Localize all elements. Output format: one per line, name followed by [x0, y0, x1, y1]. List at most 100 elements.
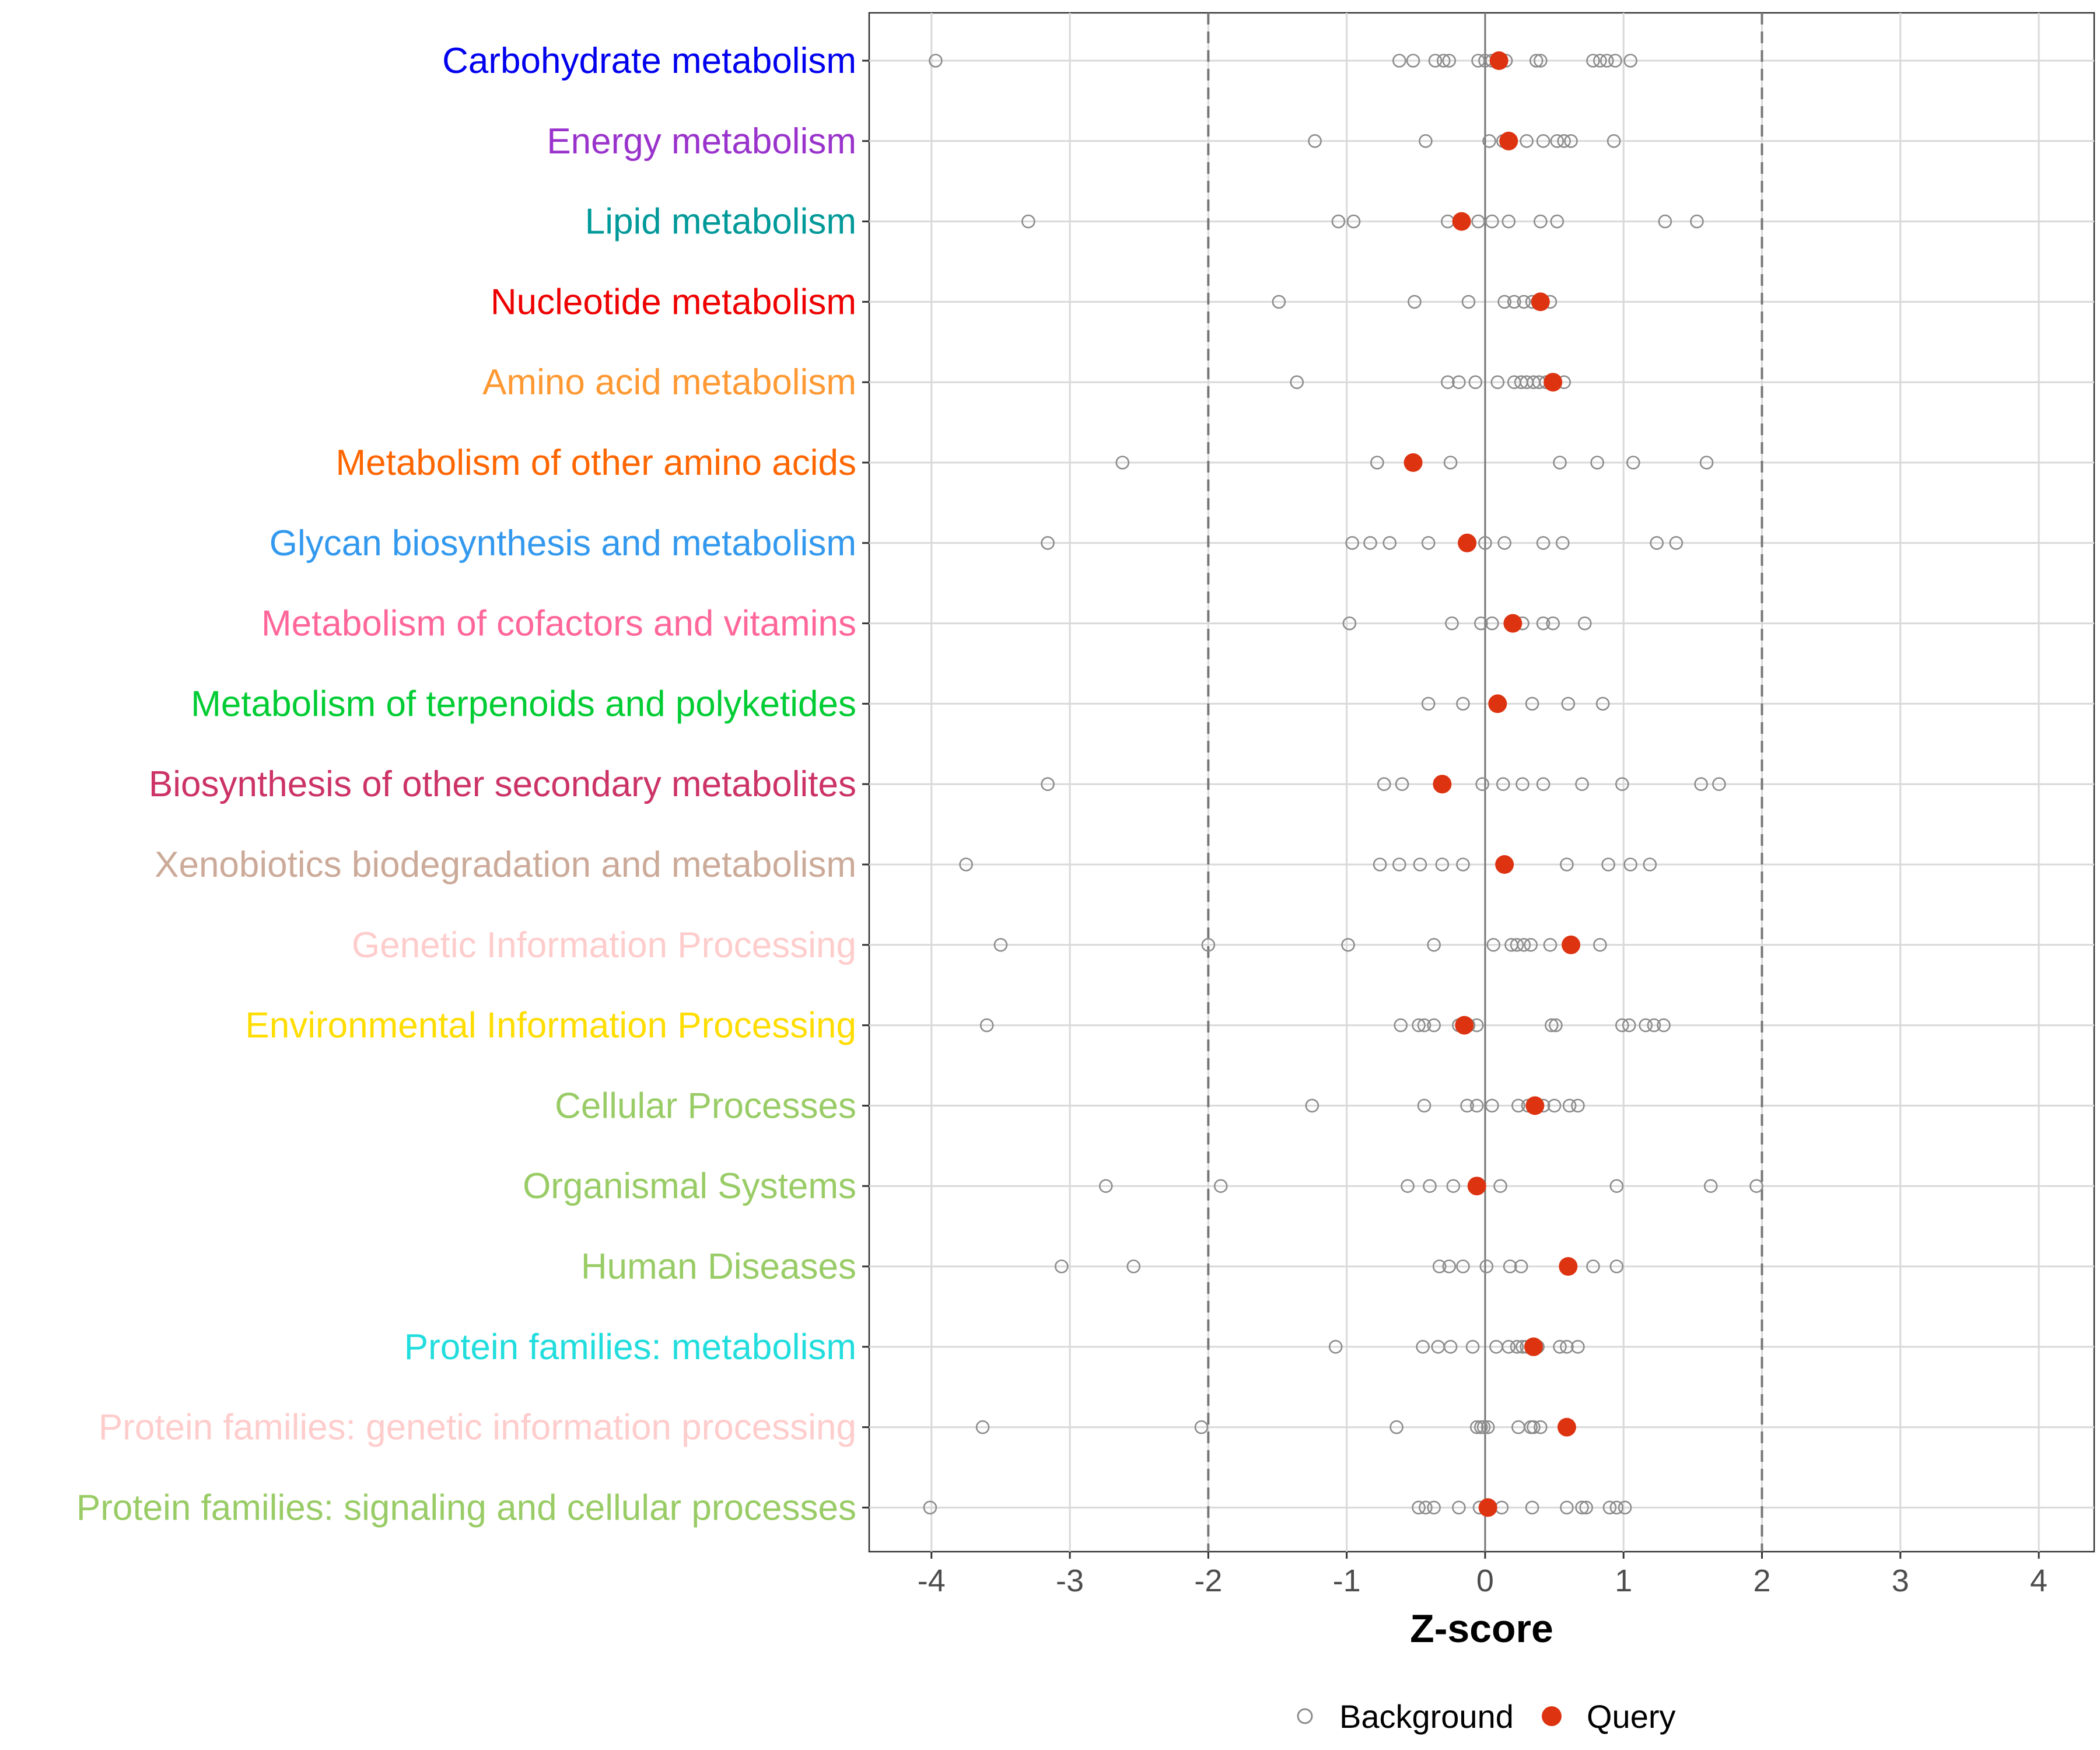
background-point: [929, 54, 943, 68]
query-point: [1544, 373, 1563, 392]
background-point: [1445, 616, 1459, 631]
background-point: [1401, 1179, 1415, 1193]
background-point: [1412, 1018, 1426, 1032]
background-point: [1305, 1098, 1320, 1113]
category-label: Carbohydrate metabolism: [442, 41, 856, 81]
background-point: [1468, 375, 1483, 390]
background-point: [1496, 777, 1510, 791]
background-point: [1626, 456, 1640, 470]
category-label: Cellular Processes: [555, 1086, 856, 1126]
background-point: [1525, 696, 1539, 711]
background-point: [1510, 1340, 1524, 1354]
background-point: [1553, 1340, 1567, 1354]
background-point: [1427, 1018, 1441, 1032]
background-point: [1452, 375, 1466, 390]
background-point: [1478, 536, 1492, 550]
query-point: [1557, 1418, 1576, 1437]
background-point: [1423, 1179, 1437, 1193]
category-label: Lipid metabolism: [585, 202, 856, 242]
background-point: [1699, 456, 1714, 470]
background-point: [1272, 295, 1286, 309]
query-point: [1452, 212, 1471, 231]
background-point: [1419, 134, 1433, 148]
category-label: Amino acid metabolism: [482, 362, 856, 402]
background-point: [1543, 938, 1558, 952]
background-point: [1476, 1420, 1491, 1434]
query-point: [1499, 131, 1518, 150]
background-point: [1497, 295, 1511, 309]
background-point: [1562, 1098, 1577, 1113]
background-point: [1600, 54, 1614, 68]
query-point: [1531, 292, 1550, 312]
background-point: [1553, 456, 1567, 470]
background-point: [1502, 214, 1516, 229]
plot-panel: [868, 12, 2095, 1553]
background-point: [1536, 616, 1550, 631]
background-point: [1442, 1259, 1457, 1273]
background-point: [1427, 938, 1441, 952]
background-point: [1377, 777, 1391, 791]
background-point: [1469, 1098, 1484, 1113]
background-point: [1517, 938, 1531, 952]
background-point: [1482, 134, 1496, 148]
background-point: [1486, 938, 1500, 952]
background-point: [1406, 54, 1420, 68]
legend-background-marker: [1297, 1708, 1313, 1724]
background-point: [1560, 1340, 1574, 1354]
background-point: [1469, 1420, 1484, 1434]
background-point: [1575, 1500, 1589, 1515]
background-point: [1373, 858, 1387, 872]
background-point: [1615, 1018, 1629, 1032]
background-point: [1520, 134, 1534, 148]
x-tick-label: 0: [1476, 1563, 1494, 1598]
background-point: [1577, 616, 1592, 631]
background-point: [1514, 1259, 1528, 1273]
background-point: [1525, 1500, 1539, 1515]
background-point: [1595, 696, 1610, 711]
background-point: [1461, 295, 1476, 309]
background-point: [1602, 1500, 1617, 1515]
x-axis-ticks: -4 -3 -2 -1 0 1 2 3 4: [918, 1552, 2048, 1598]
category-label: Xenobiotics biodegradation and metabolis…: [155, 845, 856, 885]
background-point: [1485, 1098, 1499, 1113]
background-point: [1643, 858, 1657, 872]
background-point: [1517, 295, 1531, 309]
background-point: [1456, 1259, 1470, 1273]
reference-lines: [1207, 13, 1763, 1552]
background-point: [1485, 214, 1499, 229]
x-axis-title: Z-score: [1410, 1606, 1553, 1651]
background-point: [1622, 1018, 1636, 1032]
background-point: [1529, 54, 1544, 68]
query-points: [1404, 51, 1581, 1517]
category-label: Environmental Information Processing: [245, 1006, 856, 1046]
query-point: [1455, 1016, 1474, 1035]
background-point: [1446, 1179, 1461, 1193]
query-point: [1503, 614, 1522, 633]
x-tick-label: 4: [2030, 1563, 2048, 1598]
background-point: [1290, 375, 1304, 390]
category-label: Metabolism of other amino acids: [335, 443, 856, 483]
background-point: [1328, 1340, 1343, 1354]
background-point: [1546, 616, 1560, 631]
background-point: [1556, 536, 1570, 550]
y-axis-labels: Carbohydrate metabolism Energy metabolism…: [76, 41, 869, 1528]
background-point: [1657, 1018, 1671, 1032]
background-point: [1345, 536, 1359, 550]
category-label: Protein families: signaling and cellular…: [76, 1488, 856, 1528]
background-point: [1416, 1340, 1430, 1354]
background-point: [1507, 295, 1521, 309]
background-point: [1408, 295, 1422, 309]
background-point: [1460, 1098, 1474, 1113]
background-point: [1346, 214, 1361, 229]
background-point: [1669, 536, 1684, 550]
background-point: [1490, 375, 1505, 390]
background-point: [1471, 54, 1485, 68]
background-point: [1436, 54, 1451, 68]
background-point: [1412, 1500, 1426, 1515]
background-point: [1561, 696, 1576, 711]
category-label: Organismal Systems: [523, 1166, 856, 1206]
background-point: [1370, 456, 1384, 470]
query-point: [1467, 1177, 1486, 1196]
background-point: [1618, 1500, 1632, 1515]
background-point: [1126, 1259, 1141, 1273]
